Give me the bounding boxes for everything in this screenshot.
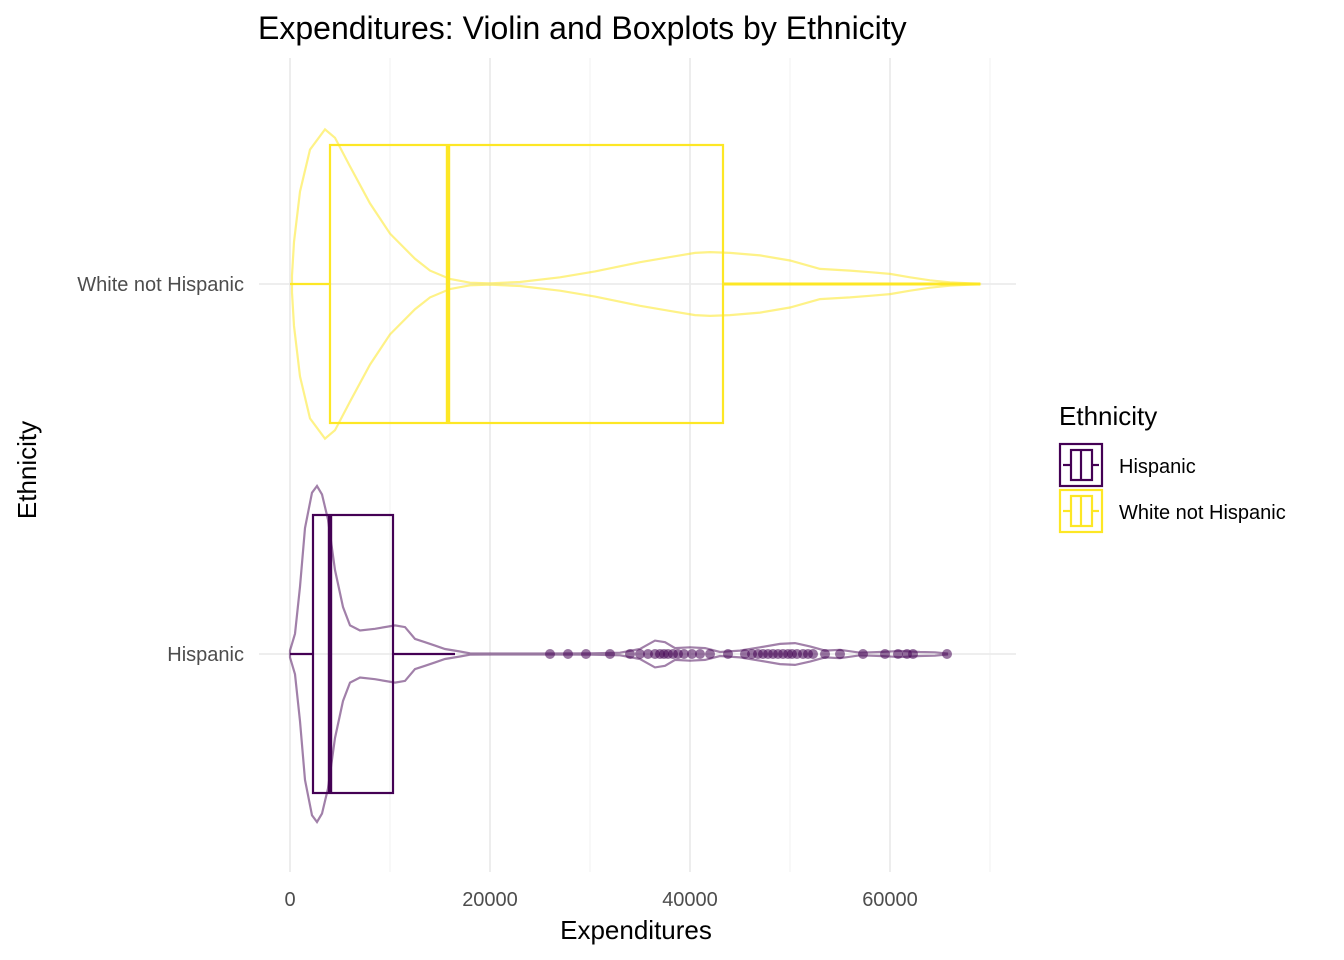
- outlier-point: [880, 649, 890, 659]
- x-tick-label: 0: [284, 889, 295, 911]
- y-tick-label: White not Hispanic: [77, 274, 244, 296]
- outlier-point: [605, 649, 615, 659]
- outlier-point: [893, 649, 903, 659]
- outlier-point: [705, 649, 715, 659]
- outlier-point: [679, 649, 689, 659]
- outlier-point: [908, 649, 918, 659]
- outlier-point: [858, 649, 868, 659]
- box-iqr: [328, 143, 725, 425]
- y-tick-label: Hispanic: [167, 644, 244, 666]
- outlier-point: [563, 649, 573, 659]
- chart-title: Expenditures: Violin and Boxplots by Eth…: [258, 10, 907, 46]
- x-tick-label: 40000: [662, 889, 718, 911]
- x-tick-label: 20000: [462, 889, 518, 911]
- outlier-point: [643, 649, 653, 659]
- outlier-point: [723, 649, 733, 659]
- grid: [259, 58, 1016, 872]
- legend-label: White not Hispanic: [1119, 502, 1286, 524]
- outlier-point: [687, 649, 697, 659]
- box-iqr: [311, 513, 395, 795]
- x-tick-label: 60000: [862, 889, 918, 911]
- legend: Ethnicity Hispanic White not Hispanic: [1058, 401, 1286, 534]
- legend-item-white-not-hispanic: White not Hispanic: [1058, 488, 1286, 534]
- x-axis-title: Expenditures: [560, 915, 712, 945]
- outlier-point: [545, 649, 555, 659]
- x-axis-ticks: 0 20000 40000 60000: [284, 889, 917, 911]
- outlier-point: [835, 649, 845, 659]
- outlier-point: [635, 649, 645, 659]
- y-axis-title: Ethnicity: [12, 421, 42, 519]
- outlier-point: [695, 649, 705, 659]
- legend-title: Ethnicity: [1059, 401, 1157, 431]
- y-axis-ticks: Hispanic White not Hispanic: [77, 274, 244, 666]
- legend-key-frame: [1058, 442, 1104, 488]
- outlier-point: [942, 649, 952, 659]
- plot-area: [288, 127, 982, 824]
- outlier-point: [740, 649, 750, 659]
- outlier-point: [581, 649, 591, 659]
- legend-item-hispanic: Hispanic: [1058, 442, 1196, 488]
- legend-key-frame: [1058, 488, 1104, 534]
- outlier-point: [625, 649, 635, 659]
- outlier-point: [808, 649, 818, 659]
- outlier-point: [820, 649, 830, 659]
- legend-label: Hispanic: [1119, 456, 1196, 478]
